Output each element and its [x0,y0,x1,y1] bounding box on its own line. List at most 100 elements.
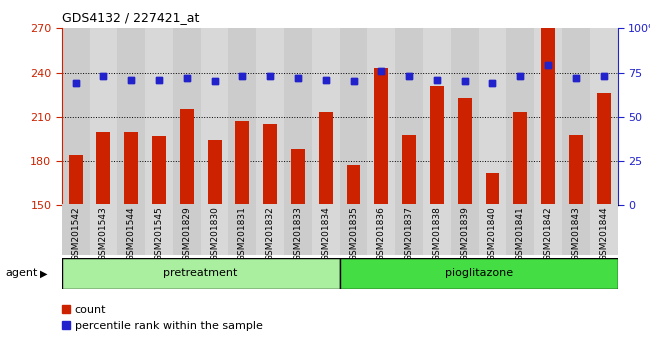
Point [126,77,136,82]
Point [320,77,331,82]
Text: agent: agent [5,268,38,278]
Bar [62,258,339,289]
Point [154,77,164,82]
Bar [486,173,499,205]
Bar [312,204,340,255]
Point [376,68,387,74]
Bar [374,68,388,205]
Bar [117,28,145,205]
Text: GSM201831: GSM201831 [238,206,247,261]
Point [181,75,192,81]
Point [571,75,581,81]
Text: GSM201545: GSM201545 [155,206,164,261]
Text: GSM201844: GSM201844 [599,206,608,261]
Bar [541,28,555,205]
Bar [173,204,201,255]
Bar [430,86,444,205]
Point [209,79,220,84]
Bar [339,258,618,289]
Point [292,75,303,81]
Bar [395,28,423,205]
Bar [541,28,555,205]
Bar [402,135,416,205]
Point [98,73,109,79]
Point [348,79,359,84]
Bar [96,132,110,205]
Bar [152,136,166,205]
Bar [339,204,367,255]
Point [292,75,303,81]
Text: GSM201543: GSM201543 [99,206,108,261]
Bar [506,28,534,205]
Bar [145,204,173,255]
Text: GSM201542: GSM201542 [71,206,80,261]
Text: GSM201841: GSM201841 [515,206,525,261]
Point [181,75,192,81]
Text: GSM201840: GSM201840 [488,206,497,261]
Text: GSM201832: GSM201832 [266,206,275,261]
Text: GSM201839: GSM201839 [460,206,469,261]
Point [376,68,387,74]
Point [488,80,498,86]
Text: ▶: ▶ [40,268,48,278]
Bar [590,204,618,255]
Point [126,77,136,82]
Bar [256,204,284,255]
Bar [312,28,340,205]
Bar [207,141,222,205]
Point [265,73,276,79]
Bar [69,155,83,205]
Text: GSM201836: GSM201836 [377,206,386,261]
Text: count: count [75,305,106,315]
Point [432,77,442,82]
Point [404,73,414,79]
Point [265,73,276,79]
Text: GSM201829: GSM201829 [182,206,191,261]
Bar [117,204,145,255]
Bar [423,28,451,205]
Bar [263,124,277,205]
Bar [534,204,562,255]
Text: GSM201843: GSM201843 [571,206,580,261]
Point [460,79,470,84]
Text: GSM201830: GSM201830 [210,206,219,261]
Point [599,73,609,79]
Bar [562,28,590,205]
Bar [69,155,83,205]
Point [543,63,553,68]
Text: GSM201837: GSM201837 [404,206,413,261]
Bar [514,113,527,205]
Bar [597,93,610,205]
Bar [569,135,583,205]
Bar [229,28,256,205]
Text: pioglitazone: pioglitazone [445,268,513,279]
Point [237,73,248,79]
Bar [90,204,117,255]
Bar [569,135,583,205]
Text: percentile rank within the sample: percentile rank within the sample [75,321,263,331]
Bar [96,132,110,205]
Bar [534,28,562,205]
Bar [423,204,451,255]
Point [515,73,525,79]
Bar [62,204,90,255]
Point [70,80,81,86]
Bar [367,28,395,205]
Text: GSM201835: GSM201835 [349,206,358,261]
Point [320,77,331,82]
Bar [124,132,138,205]
Bar [451,204,478,255]
Point [432,77,442,82]
Bar [346,166,361,205]
Point [348,79,359,84]
Text: GSM201833: GSM201833 [293,206,302,261]
Bar [201,204,229,255]
Bar [367,204,395,255]
Bar [180,109,194,205]
Point [209,79,220,84]
Bar [229,204,256,255]
Bar [291,149,305,205]
Bar [256,28,284,205]
Bar [235,121,250,205]
Bar [374,68,388,205]
